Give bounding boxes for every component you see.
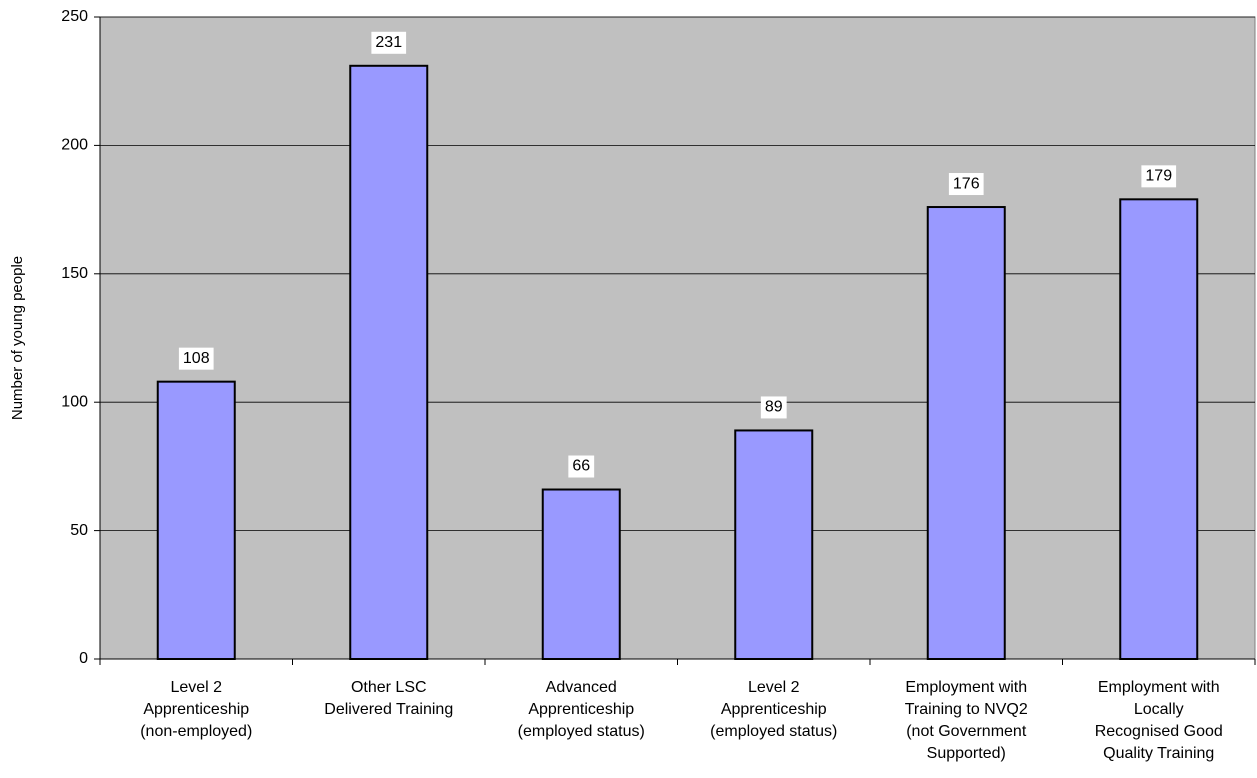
y-tick-label: 250 <box>61 8 88 25</box>
x-tick-label: Apprenticeship <box>721 701 827 718</box>
bar <box>349 64 429 661</box>
x-tick-label: (not Government <box>906 723 1027 740</box>
value-label: 89 <box>765 399 783 416</box>
y-tick-label: 0 <box>79 650 88 667</box>
bar <box>734 429 814 660</box>
x-tick-label: Employment with <box>905 679 1027 696</box>
x-tick-label: (non-employed) <box>140 723 252 740</box>
x-tick-label: Recognised Good <box>1095 723 1223 740</box>
x-tick-label: Level 2 <box>170 679 222 696</box>
value-label-bg <box>568 455 595 478</box>
x-tick-label: Delivered Training <box>324 701 453 718</box>
value-label-bg <box>1141 165 1177 188</box>
value-label: 231 <box>375 34 402 51</box>
x-tick-label: Employment with <box>1098 679 1220 696</box>
x-tick-label: Apprenticeship <box>528 701 634 718</box>
value-label: 66 <box>572 458 590 475</box>
x-tick-label: Advanced <box>546 679 617 696</box>
y-axis-label: Number of young people <box>9 256 26 420</box>
y-tick-label: 200 <box>61 137 88 154</box>
bar <box>541 488 621 660</box>
value-label-bg <box>371 31 407 54</box>
x-tick-label: (employed status) <box>710 723 837 740</box>
x-tick-label: Other LSC <box>351 679 427 696</box>
x-tick-label: Training to NVQ2 <box>905 701 1028 718</box>
y-tick-label: 150 <box>61 265 88 282</box>
bar <box>1119 198 1199 660</box>
x-tick-label: Locally <box>1134 701 1184 718</box>
y-tick-label: 50 <box>70 522 88 539</box>
value-label: 179 <box>1145 168 1172 185</box>
x-tick-label: Level 2 <box>748 679 800 696</box>
y-tick-label: 100 <box>61 393 88 410</box>
x-tick-label: (employed status) <box>518 723 645 740</box>
x-tick-label: Supported) <box>927 745 1006 762</box>
x-tick-label: Apprenticeship <box>143 701 249 718</box>
value-label-bg <box>178 347 214 370</box>
x-tick-label: Quality Training <box>1103 745 1214 762</box>
bar <box>926 206 1006 660</box>
value-label-bg <box>760 396 787 419</box>
bar <box>156 380 236 660</box>
value-label: 176 <box>953 175 980 192</box>
value-label-bg <box>948 173 984 196</box>
value-label: 108 <box>183 350 210 367</box>
plot-area <box>99 16 1256 660</box>
